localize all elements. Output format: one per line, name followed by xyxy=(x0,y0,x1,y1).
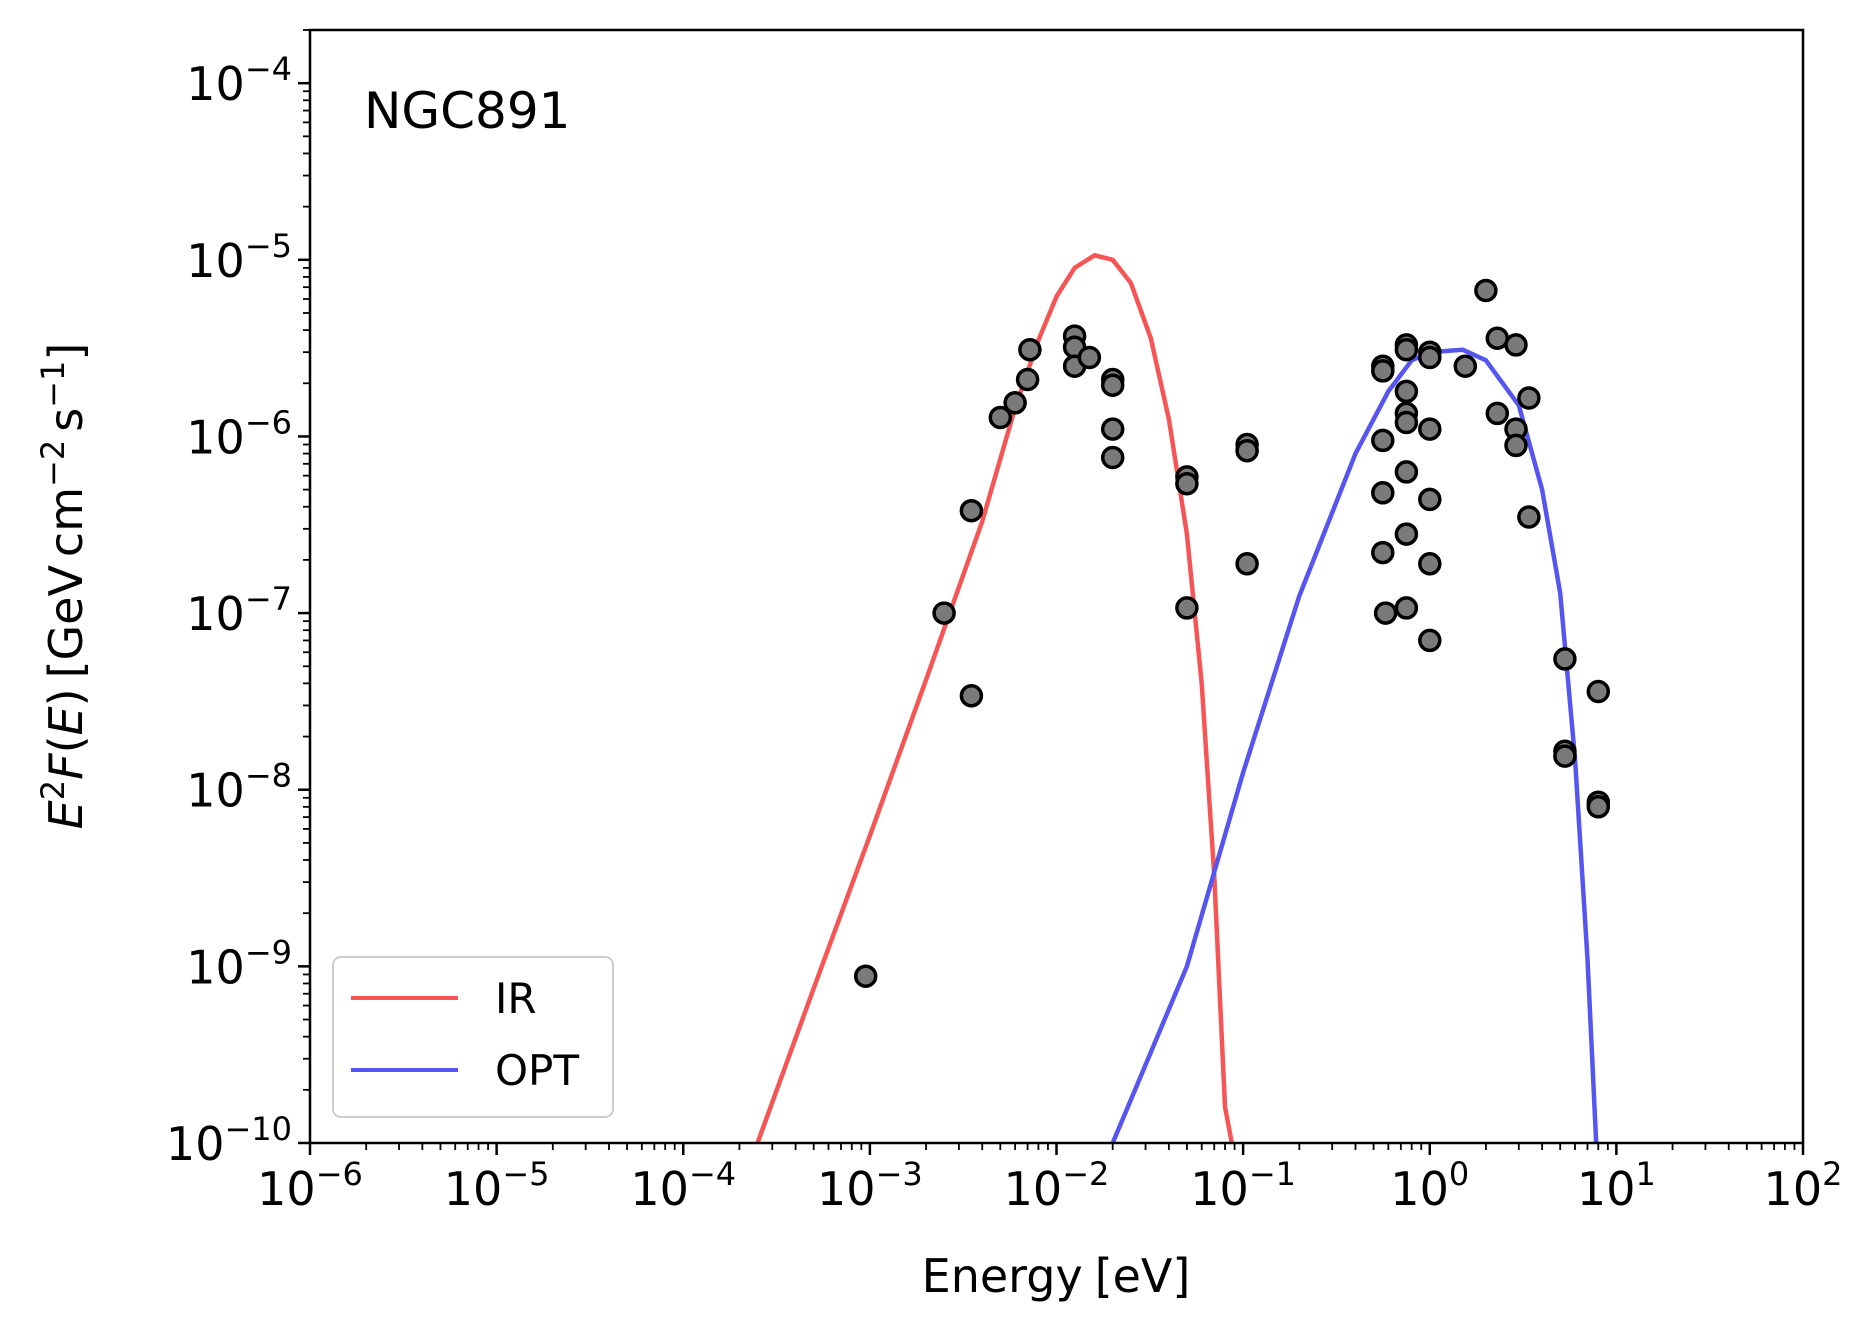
y-tick-label: 10−10 xyxy=(166,1110,292,1171)
data-point xyxy=(1485,401,1510,426)
x-tick-label: 10−3 xyxy=(817,1155,923,1216)
data-point xyxy=(1003,391,1027,415)
plot-area xyxy=(755,253,1611,1143)
data-point xyxy=(1077,345,1102,370)
data-point xyxy=(1418,628,1442,653)
y-tick-label: 10−8 xyxy=(186,757,292,818)
data-point xyxy=(1371,540,1395,565)
data-point xyxy=(1394,522,1419,546)
data-point xyxy=(1394,596,1419,620)
y-tick-label: 10−6 xyxy=(186,403,292,464)
data-point xyxy=(959,684,984,708)
data-point xyxy=(1517,386,1541,410)
data-point xyxy=(1235,438,1259,463)
data-point xyxy=(988,405,1013,430)
data-point xyxy=(1373,601,1398,625)
data-point xyxy=(1371,359,1395,383)
x-tick-label: 10−4 xyxy=(630,1155,736,1216)
data-point xyxy=(1018,337,1042,362)
series-line-ir xyxy=(755,253,1235,1143)
chart-annotation: NGC891 xyxy=(364,82,571,140)
data-point xyxy=(1474,278,1498,303)
data-point xyxy=(932,601,956,625)
x-tick-label: 10−2 xyxy=(1004,1155,1110,1216)
data-point xyxy=(1504,433,1528,458)
data-point xyxy=(1394,410,1419,435)
y-axis-label: E2F(E)[GeVcm−2s−1] xyxy=(34,343,93,830)
data-point xyxy=(1394,337,1419,362)
data-point xyxy=(1175,596,1199,620)
y-tick-label: 10−9 xyxy=(186,933,292,994)
data-point xyxy=(1418,487,1442,512)
legend: IR OPT xyxy=(332,956,614,1118)
data-point xyxy=(1553,647,1577,671)
data-point xyxy=(853,964,878,988)
data-point xyxy=(1453,354,1478,378)
data-point xyxy=(1517,505,1541,529)
data-point xyxy=(1100,373,1125,397)
data-point xyxy=(1394,460,1419,484)
data-point xyxy=(1015,367,1040,392)
data-layer xyxy=(755,253,1611,1143)
data-point xyxy=(1418,417,1442,441)
data-point xyxy=(1418,552,1442,576)
axis-ticks: 10−6 10−5 10−4 10−3 10−2 10−1 100 101 10210−1010… xyxy=(166,29,1843,1216)
y-tick-label: 10−4 xyxy=(186,50,292,111)
data-point xyxy=(1586,679,1611,704)
data-point xyxy=(1586,795,1611,819)
y-tick-label: 10−7 xyxy=(186,580,292,641)
series-line-opt xyxy=(1110,347,1599,1143)
x-tick-label: 102 xyxy=(1764,1155,1843,1216)
data-point xyxy=(1175,471,1199,496)
data-point xyxy=(1100,445,1125,470)
data-point xyxy=(1553,744,1577,768)
x-tick-label: 100 xyxy=(1390,1155,1469,1216)
legend-label-opt: OPT xyxy=(495,1046,579,1095)
data-point xyxy=(1394,379,1419,404)
data-point xyxy=(959,498,984,523)
x-tick-label: 10−1 xyxy=(1190,1155,1296,1216)
x-tick-label: 10−6 xyxy=(257,1155,363,1216)
data-point xyxy=(1504,333,1528,357)
x-axis-label: Energy [eV] xyxy=(922,1249,1191,1303)
y-tick-label: 10−5 xyxy=(186,227,292,288)
data-point xyxy=(1235,552,1259,576)
data-point xyxy=(1371,481,1395,505)
data-point xyxy=(1418,345,1442,370)
legend-label-ir: IR xyxy=(495,974,537,1023)
x-tick-label: 101 xyxy=(1577,1155,1656,1216)
data-point xyxy=(1371,428,1395,453)
x-tick-label: 10−5 xyxy=(444,1155,550,1216)
data-point xyxy=(1100,417,1125,441)
